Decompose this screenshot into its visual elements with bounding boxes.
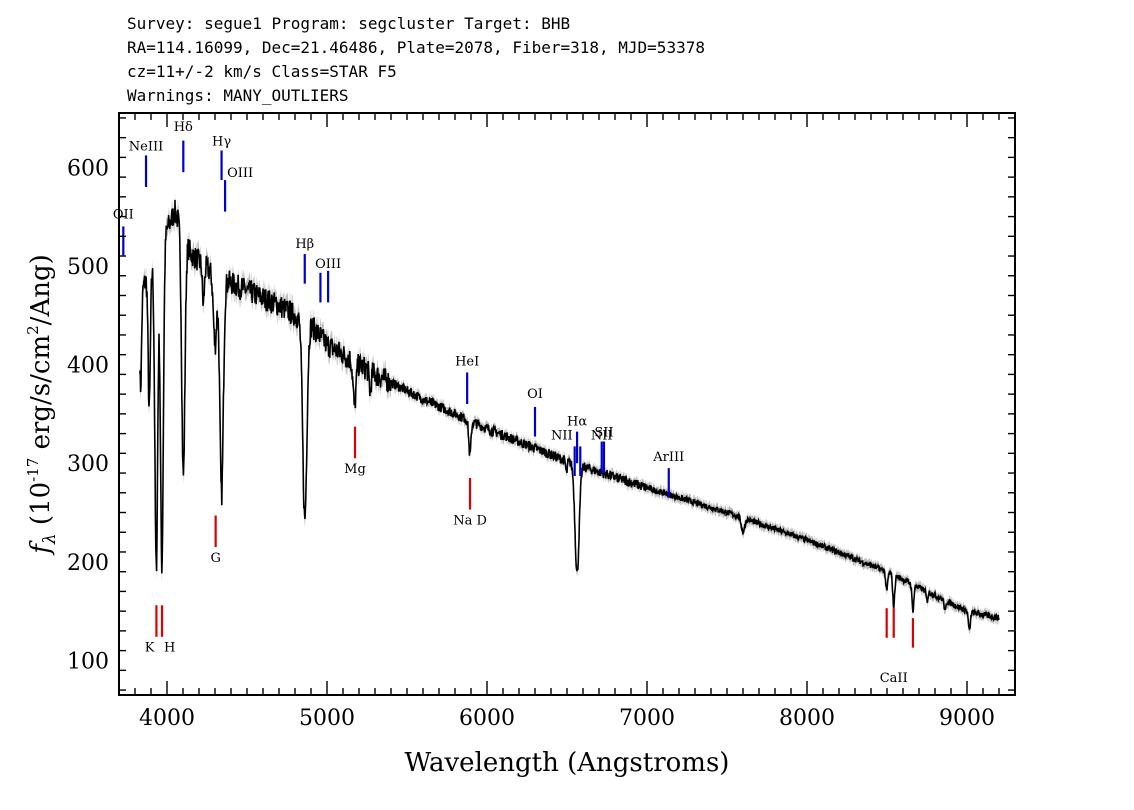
x-tick-label-8000: 8000 — [779, 706, 835, 731]
y-axis-title-group: fλ (10-17 erg/s/cm2/Ang) — [24, 254, 60, 556]
line-label-19: Mg — [344, 462, 366, 477]
plot-area: OIINeIIIHδHγOIIIHβOIIIHeIOINIIHαNIISIIAr… — [113, 120, 1000, 686]
line-label-3: Hγ — [212, 135, 231, 150]
y-tick-label-200: 200 — [67, 551, 109, 576]
line-label-5: Hβ — [295, 237, 314, 252]
y-tick-label-400: 400 — [67, 354, 109, 379]
y-tick-label-100: 100 — [67, 649, 109, 674]
line-label-11: Hα — [567, 415, 587, 430]
line-label-22: CaII — [880, 671, 908, 686]
line-label-13: NII — [591, 429, 613, 444]
line-label-1: NeIII — [129, 139, 163, 154]
line-label-8: HeI — [455, 355, 479, 370]
header-line-4: Warnings: MANY_OUTLIERS — [127, 86, 349, 105]
line-label-15: ArIII — [652, 450, 684, 465]
x-tick-label-6000: 6000 — [459, 706, 515, 731]
spectrum-line — [139, 199, 1000, 631]
plot-frame — [118, 112, 1016, 696]
line-label-14: SII — [594, 426, 613, 441]
y-tick-label-500: 500 — [67, 255, 109, 280]
x-tick-label-5000: 5000 — [299, 706, 355, 731]
x-tick-label-9000: 9000 — [939, 706, 995, 731]
line-label-16: K — [145, 641, 155, 656]
line-label-9: OI — [527, 387, 543, 402]
x-tick-label-4000: 4000 — [139, 706, 195, 731]
y-axis-title: fλ (10-17 erg/s/cm2/Ang) — [24, 254, 60, 556]
x-tick-label-7000: 7000 — [619, 706, 675, 731]
y-tick-label-600: 600 — [67, 156, 109, 181]
line-label-7: OIII — [315, 257, 341, 272]
y-tick-label-300: 300 — [67, 452, 109, 477]
header-line-3: cz=11+/-2 km/s Class=STAR F5 — [127, 62, 397, 81]
line-label-2: Hδ — [174, 120, 193, 135]
x-axis-title: Wavelength (Angstroms) — [405, 748, 730, 778]
line-label-18: G — [210, 551, 220, 566]
line-label-4: OIII — [227, 166, 253, 181]
header-line-1: Survey: segue1 Program: segcluster Targe… — [127, 14, 570, 33]
axes: 4000 5000 6000 7000 8000 9000 100 200 300 400 500 6… — [67, 113, 1015, 731]
line-label-17: H — [164, 641, 175, 656]
header-line-2: RA=114.16099, Dec=21.46486, Plate=2078, … — [127, 38, 705, 57]
line-label-0: OII — [113, 208, 134, 223]
line-label-20: Na D — [453, 513, 487, 528]
line-label-10: NII — [551, 429, 573, 444]
